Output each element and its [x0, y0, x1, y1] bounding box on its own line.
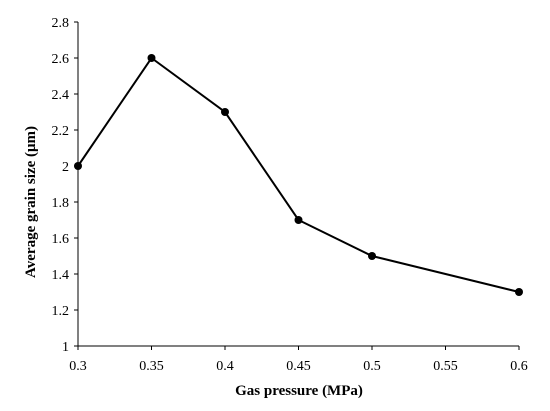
data-point: [515, 288, 523, 296]
axes: [74, 21, 520, 350]
x-tick-label: 0.3: [69, 359, 87, 374]
y-tick-label: 1: [62, 340, 69, 355]
y-tick-label: 2.2: [52, 124, 70, 139]
y-tick-labels: 1 1.2 1.4 1.6 1.8 2 2.2 2.4 2.6 2.8: [52, 16, 70, 355]
data-point: [74, 162, 82, 170]
y-tick-label: 1.6: [52, 232, 70, 247]
x-axis-title: Gas pressure (MPa): [235, 383, 363, 399]
data-point: [147, 54, 156, 62]
x-tick-label: 0.45: [286, 359, 311, 374]
y-tick-label: 1.2: [52, 304, 70, 319]
x-tick-label: 0.4: [216, 359, 234, 374]
x-tick-label: 0.35: [139, 359, 164, 374]
y-tick-label: 1.8: [52, 196, 70, 211]
y-tick-label: 2.6: [52, 52, 70, 67]
series-layer: [74, 54, 523, 296]
series-line: [77, 56, 520, 293]
y-tick-label: 2: [62, 160, 69, 175]
y-tick-label: 2.8: [52, 16, 70, 31]
y-axis-title: Average grain size (μm): [23, 126, 39, 278]
y-tick-label: 2.4: [52, 88, 70, 103]
data-point: [368, 252, 376, 260]
x-tick-label: 0.6: [510, 359, 528, 374]
x-tick-label: 0.5: [363, 359, 381, 374]
data-point: [294, 216, 303, 224]
data-point: [221, 108, 229, 116]
x-tick-label: 0.55: [433, 359, 458, 374]
y-tick-label: 1.4: [52, 268, 70, 283]
x-tick-labels: 0.3 0.35 0.4 0.45 0.5 0.55 0.6: [69, 359, 528, 374]
